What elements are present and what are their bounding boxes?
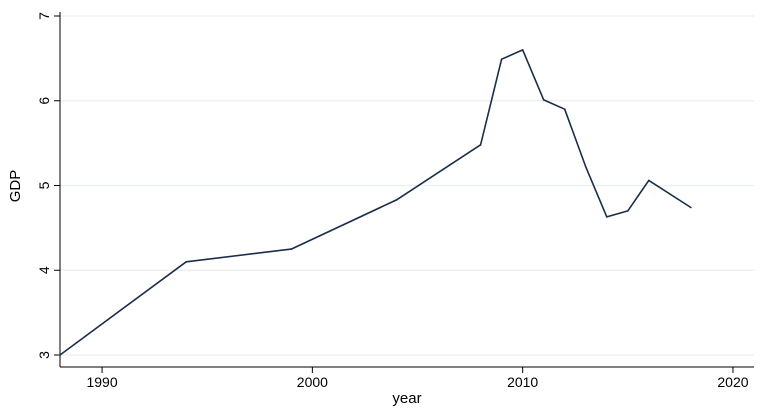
y-tick-label-7: 7 — [36, 12, 52, 20]
data-point-2015 — [627, 210, 629, 212]
data-point-2014 — [605, 216, 608, 218]
data-point-1988 — [59, 354, 61, 356]
x-tick-label-2020: 2020 — [717, 374, 748, 390]
series-line-0 — [59, 49, 692, 356]
y-tick-label-3: 3 — [36, 351, 52, 359]
data-point-1994 — [185, 260, 187, 263]
data-point-2013 — [584, 166, 587, 168]
data-series — [59, 49, 692, 356]
x-axis-label: year — [392, 390, 421, 407]
x-tick-label-2000: 2000 — [297, 374, 328, 390]
data-point-2012 — [563, 108, 566, 111]
data-point-2011 — [542, 99, 545, 101]
axes — [59, 12, 754, 368]
data-point-2009 — [500, 58, 503, 61]
data-point-2004 — [395, 199, 398, 201]
data-point-1999 — [290, 248, 293, 250]
data-point-2018 — [690, 206, 692, 209]
y-axis-label: GDP — [7, 170, 24, 203]
data-point-2016 — [648, 179, 650, 182]
tick-marks-and-labels: 3 4 5 6 7 1990 2000 2010 2020 — [36, 12, 749, 390]
y-tick-label-5: 5 — [36, 181, 52, 189]
y-tick-label-4: 4 — [36, 266, 52, 274]
data-point-2008 — [479, 144, 482, 146]
data-point-2010 — [521, 49, 524, 51]
x-tick-label-2010: 2010 — [507, 374, 538, 390]
x-tick-label-1990: 1990 — [86, 374, 117, 390]
y-tick-label-6: 6 — [36, 97, 52, 105]
